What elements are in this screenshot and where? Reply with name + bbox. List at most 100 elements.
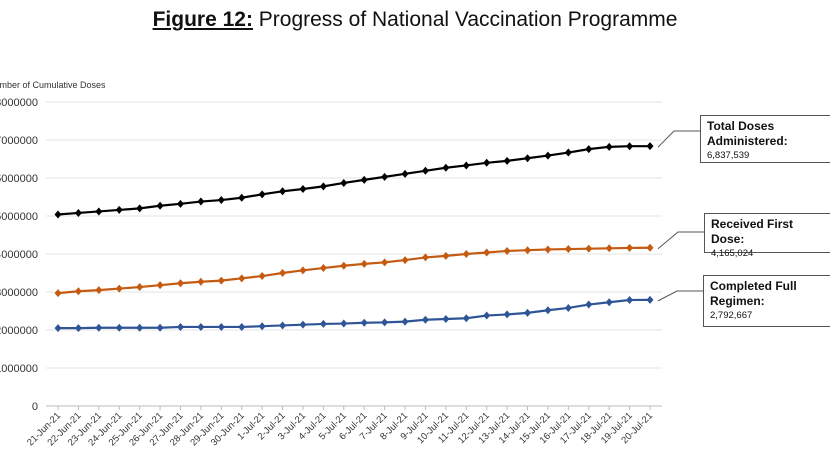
series-line (58, 298, 651, 330)
data-point (564, 148, 572, 157)
data-point (626, 243, 634, 252)
data-point (238, 322, 246, 331)
data-point (74, 287, 82, 296)
data-point (564, 245, 572, 254)
data-point (503, 310, 511, 319)
data-point (421, 166, 429, 175)
data-point (258, 272, 266, 281)
data-point (483, 158, 491, 167)
data-point (340, 178, 348, 187)
series-received-first-dose (54, 243, 654, 298)
data-point (299, 320, 307, 329)
data-point (238, 193, 246, 202)
data-point (95, 323, 103, 332)
data-point (115, 323, 123, 332)
data-point (279, 321, 287, 330)
data-point (319, 264, 327, 273)
callout-leader-line (657, 290, 703, 302)
y-tick-label: 4000000 (0, 249, 38, 261)
data-point (136, 323, 144, 332)
data-point (54, 289, 62, 298)
data-point (176, 279, 184, 288)
data-point (421, 315, 429, 324)
callout-leader-line (657, 231, 704, 250)
y-axis-label: Number of Cumulative Doses (0, 80, 106, 90)
data-point (483, 248, 491, 257)
y-tick-label: 5000000 (0, 211, 38, 223)
data-point (136, 283, 144, 292)
data-point (360, 259, 368, 268)
data-point (197, 322, 205, 331)
data-point (544, 245, 552, 254)
data-point (605, 298, 613, 307)
data-point (176, 199, 184, 208)
series-line (57, 145, 651, 216)
data-point (401, 169, 409, 178)
callout-value: 4,165,024 (711, 248, 754, 259)
data-point (54, 324, 62, 333)
data-point (360, 318, 368, 327)
data-point (176, 322, 184, 331)
data-point (462, 314, 470, 323)
callout-leader-line (657, 130, 700, 148)
data-point (279, 269, 287, 277)
data-point (95, 207, 103, 216)
data-point (299, 266, 307, 275)
data-point (646, 295, 654, 304)
figure-title: Progress of National Vaccination Program… (258, 8, 678, 31)
callout-title: Completed Full Regimen: (710, 279, 797, 308)
data-point (319, 182, 327, 191)
data-point (442, 251, 450, 260)
data-point (258, 190, 266, 199)
data-point (279, 187, 287, 196)
data-point (115, 284, 123, 293)
data-point (585, 300, 593, 309)
data-point (605, 244, 613, 253)
y-tick-label: 1000000 (0, 363, 38, 375)
y-tick-label: 8000000 (0, 97, 38, 109)
data-point (462, 161, 470, 170)
data-point (421, 253, 429, 262)
data-point (646, 142, 654, 151)
data-point (217, 276, 225, 285)
y-tick-label: 7000000 (0, 135, 38, 147)
data-point (524, 154, 532, 163)
y-tick-label: 3000000 (0, 287, 38, 299)
data-point (503, 156, 511, 165)
data-point (503, 246, 511, 255)
series-completed-full-regimen (54, 295, 654, 333)
data-point (156, 323, 164, 332)
data-point (217, 322, 225, 331)
data-point (401, 256, 409, 265)
data-point (217, 196, 225, 205)
data-point (360, 175, 368, 184)
callout-title: Total Doses Administered: (707, 119, 788, 148)
data-point (585, 145, 593, 154)
callout-full-regimen: Completed Full Regimen: 2,792,667 (703, 275, 830, 327)
series-total-doses-administered (54, 142, 654, 219)
data-point (585, 244, 593, 253)
y-tick-label: 2000000 (0, 325, 38, 337)
data-point (626, 142, 634, 151)
callout-first-dose: Received First Dose: 4,165,024 (704, 213, 830, 259)
callout-total-doses: Total Doses Administered: 6,837,539 (700, 115, 830, 163)
data-point (340, 261, 348, 270)
data-point (381, 318, 389, 327)
data-point (74, 208, 82, 217)
data-point (544, 306, 552, 315)
data-point (381, 258, 389, 267)
data-point (605, 142, 613, 151)
series-line (57, 246, 651, 295)
data-point (54, 210, 62, 219)
data-point (156, 201, 164, 210)
data-point (442, 163, 450, 172)
data-point (340, 319, 348, 328)
data-point (115, 205, 123, 214)
data-point (238, 274, 246, 283)
y-tick-label: 6000000 (0, 173, 38, 185)
figure-number: Figure 12: (152, 8, 253, 31)
data-point (646, 243, 654, 252)
data-point (95, 286, 103, 295)
data-point (156, 281, 164, 290)
